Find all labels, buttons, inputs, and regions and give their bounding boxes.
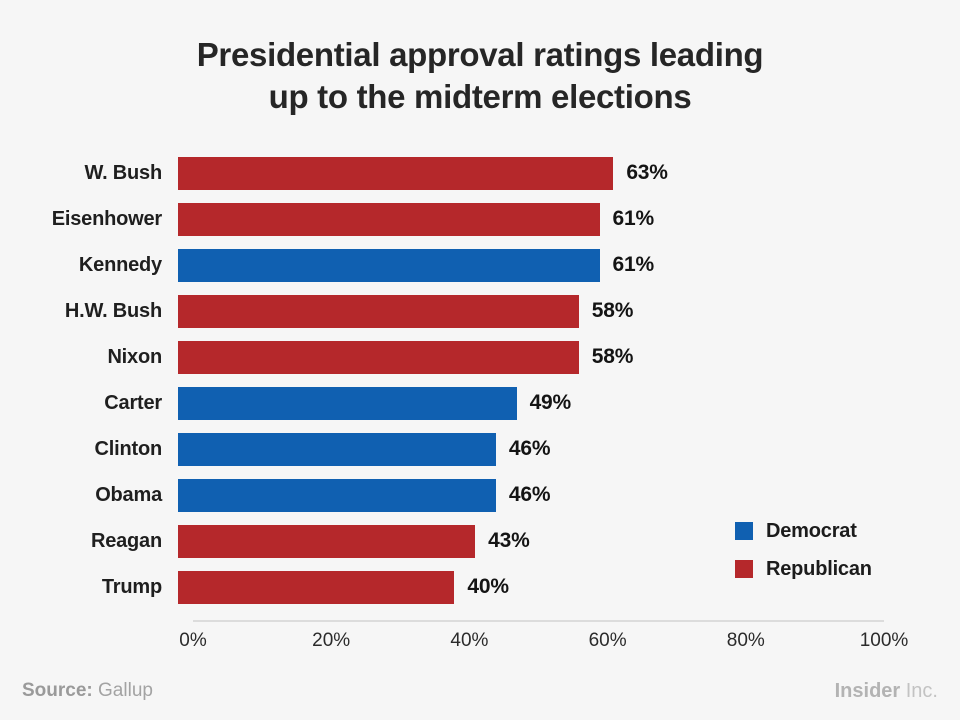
x-axis-ticks: 0% 20% 40% 60% 80% 100% — [179, 630, 908, 654]
source-credit: Source: Gallup — [22, 680, 153, 702]
legend-item: Republican — [735, 555, 872, 583]
bar-row: H.W. Bush 58% — [0, 288, 960, 334]
bar-democrat — [178, 248, 600, 282]
bar-republican — [178, 524, 476, 558]
category-label: Clinton — [94, 437, 163, 460]
legend-item: Democrat — [735, 517, 872, 545]
bar-row: Trump 40% — [0, 564, 960, 610]
brand-name-bold: Insider — [834, 680, 901, 702]
bar-democrat — [178, 432, 496, 466]
bar-row: Obama 46% — [0, 472, 960, 518]
chart-title-line-2: up to the midterm elections — [268, 77, 692, 115]
bar-rows: W. Bush 63% Eisenhower 61% Kennedy 61% H.W. Bu… — [0, 150, 960, 610]
value-label: 49% — [529, 391, 572, 414]
bar-democrat — [178, 478, 496, 512]
bar-republican — [178, 202, 600, 236]
source-label: Source: — [22, 680, 93, 701]
bar-row: Nixon 58% — [0, 334, 960, 380]
legend: Democrat Republican — [735, 517, 872, 593]
bar-row: W. Bush 63% — [0, 150, 960, 196]
legend-label: Democrat — [766, 519, 857, 542]
category-label: Reagan — [90, 529, 162, 552]
bar-row: Eisenhower 61% — [0, 196, 960, 242]
bar-republican — [178, 570, 455, 604]
x-axis-tick: 40% — [450, 630, 489, 651]
value-label: 43% — [488, 529, 530, 552]
bar-row: Kennedy 61% — [0, 242, 960, 288]
x-axis-tick: 0% — [179, 630, 207, 651]
value-label: 40% — [467, 575, 509, 598]
bar-republican — [178, 340, 579, 374]
x-axis-line — [193, 620, 884, 622]
value-label: 61% — [612, 253, 655, 276]
value-label: 61% — [612, 207, 655, 230]
chart-title: Presidential approval ratings leading up… — [0, 34, 960, 118]
category-label: Kennedy — [78, 253, 162, 276]
value-label: 58% — [591, 299, 634, 322]
value-label: 46% — [508, 483, 551, 506]
x-axis-tick: 60% — [588, 630, 627, 651]
category-label: Carter — [104, 391, 162, 414]
value-label: 63% — [626, 161, 668, 184]
bar-republican — [178, 156, 614, 190]
category-label: Eisenhower — [51, 207, 162, 230]
source-value: Gallup — [98, 680, 153, 701]
chart-title-line-1: Presidential approval ratings leading — [196, 36, 764, 73]
category-label: Nixon — [107, 345, 162, 368]
category-label: Trump — [101, 575, 162, 598]
brand-logo: Insider Inc. — [835, 680, 938, 703]
category-label: H.W. Bush — [64, 299, 162, 322]
category-label: W. Bush — [84, 161, 163, 184]
brand-name-light: Inc. — [905, 680, 938, 702]
bar-row: Reagan 43% — [0, 518, 960, 564]
legend-swatch-democrat — [735, 522, 753, 540]
x-axis-tick: 80% — [726, 630, 765, 651]
bar-republican — [178, 294, 579, 328]
bar-row: Carter 49% — [0, 380, 960, 426]
value-label: 58% — [591, 345, 634, 368]
x-axis-tick: 100% — [859, 630, 909, 651]
legend-label: Republican — [766, 557, 872, 580]
value-label: 46% — [508, 437, 551, 460]
category-label: Obama — [95, 483, 162, 506]
bar-row: Clinton 46% — [0, 426, 960, 472]
bar-democrat — [178, 386, 517, 420]
x-axis-tick: 20% — [312, 630, 351, 651]
legend-swatch-republican — [735, 560, 753, 578]
